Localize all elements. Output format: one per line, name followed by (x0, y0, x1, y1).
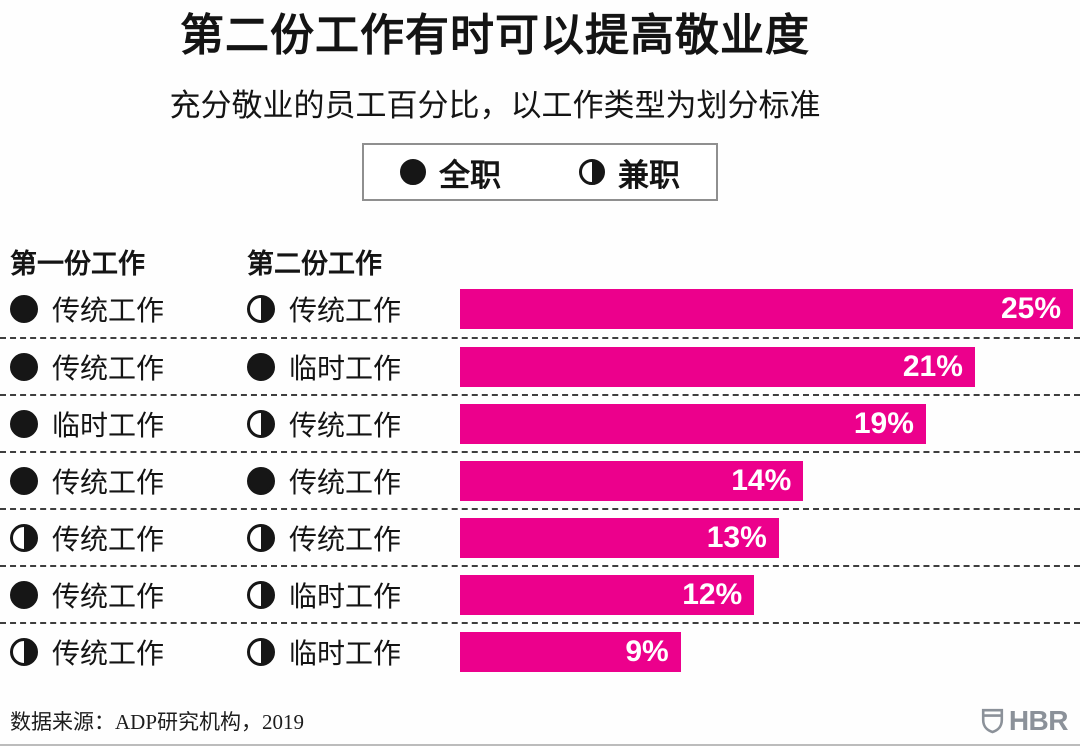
half-filled-circle-icon (247, 523, 275, 552)
bar-track: 14% (460, 460, 1073, 501)
filled-circle-icon (10, 580, 38, 609)
filled-circle-icon (10, 466, 38, 495)
second-job-cell: 传统工作 (247, 461, 452, 501)
second-job-label: 临时工作 (289, 581, 402, 613)
bar-track: 13% (460, 517, 1073, 558)
second-job-label: 传统工作 (289, 410, 402, 442)
first-job-label: 传统工作 (52, 581, 165, 613)
first-job-cell: 传统工作 (10, 289, 235, 329)
first-job-cell: 传统工作 (10, 518, 235, 558)
filled-circle-icon (247, 352, 275, 381)
first-job-label: 传统工作 (52, 638, 165, 670)
second-job-label: 传统工作 (289, 524, 402, 556)
first-job-cell: 传统工作 (10, 632, 235, 672)
second-job-cell: 传统工作 (247, 289, 452, 329)
bar-track: 19% (460, 403, 1073, 444)
half-filled-circle-icon (247, 637, 275, 666)
second-job-cell: 临时工作 (247, 632, 452, 672)
bar-value-label: 14% (731, 463, 792, 497)
engagement-bar: 14% (460, 460, 804, 501)
half-filled-circle-icon (247, 409, 275, 438)
table-row: 临时工作 传统工作 19% (0, 394, 1080, 451)
legend-label-full-time: 全职 (439, 157, 501, 193)
bar-value-label: 12% (682, 577, 743, 611)
column-header-second-job: 第二份工作 (247, 249, 382, 279)
second-job-cell: 传统工作 (247, 404, 452, 444)
bar-value-label: 21% (902, 349, 963, 383)
bar-track: 12% (460, 574, 1073, 615)
filled-circle-icon (10, 294, 38, 323)
half-filled-circle-icon (10, 523, 38, 552)
legend-item-part-time: 兼职 (579, 150, 680, 195)
hbr-shield-icon (981, 708, 1003, 734)
first-job-label: 传统工作 (52, 353, 165, 385)
half-filled-circle-icon (247, 294, 275, 323)
chart-title: 第二份工作有时可以提高敬业度 (180, 11, 810, 60)
half-filled-circle-icon (579, 159, 605, 185)
first-job-label: 传统工作 (52, 467, 165, 499)
bar-track: 25% (460, 288, 1073, 329)
bar-value-label: 19% (853, 406, 914, 440)
legend-label-part-time: 兼职 (618, 157, 680, 193)
engagement-bar: 21% (460, 346, 975, 387)
hbr-logo: HBR (981, 705, 1069, 737)
engagement-bar: 19% (460, 403, 926, 444)
second-job-label: 临时工作 (289, 353, 402, 385)
column-header-first-job: 第一份工作 (10, 249, 145, 279)
first-job-label: 传统工作 (52, 295, 165, 327)
hbr-logo-text: HBR (1008, 705, 1069, 736)
second-job-label: 临时工作 (289, 638, 402, 670)
data-source-note: 数据来源：ADP研究机构，2019 (10, 710, 305, 734)
table-row: 传统工作 传统工作 25% (0, 280, 1080, 337)
half-filled-circle-icon (247, 580, 275, 609)
first-job-cell: 传统工作 (10, 461, 235, 501)
bar-value-label: 25% (1000, 291, 1061, 325)
filled-circle-icon (400, 159, 426, 185)
engagement-bar: 25% (460, 288, 1073, 329)
bar-value-label: 9% (625, 634, 669, 668)
table-row: 传统工作 临时工作 12% (0, 565, 1080, 622)
chart-rows: 传统工作 传统工作 25% 传统工作 临时工作 21% 临时工作 (0, 280, 1080, 679)
filled-circle-icon (247, 466, 275, 495)
first-job-label: 传统工作 (52, 524, 165, 556)
table-row: 传统工作 临时工作 21% (0, 337, 1080, 394)
legend-item-full-time: 全职 (400, 150, 501, 195)
engagement-bar: 9% (460, 631, 681, 672)
bar-track: 21% (460, 346, 1073, 387)
bar-track: 9% (460, 631, 1073, 672)
first-job-cell: 传统工作 (10, 575, 235, 615)
table-row: 传统工作 临时工作 9% (0, 622, 1080, 679)
half-filled-circle-icon (10, 637, 38, 666)
filled-circle-icon (10, 409, 38, 438)
second-job-cell: 传统工作 (247, 518, 452, 558)
table-row: 传统工作 传统工作 14% (0, 451, 1080, 508)
first-job-cell: 临时工作 (10, 404, 235, 444)
first-job-cell: 传统工作 (10, 347, 235, 387)
engagement-bar: 13% (460, 517, 779, 558)
second-job-label: 传统工作 (289, 467, 402, 499)
legend: 全职 兼职 (362, 143, 718, 201)
engagement-bar: 12% (460, 574, 755, 615)
second-job-cell: 临时工作 (247, 575, 452, 615)
bar-value-label: 13% (706, 520, 767, 554)
first-job-label: 临时工作 (52, 410, 165, 442)
second-job-cell: 临时工作 (247, 347, 452, 387)
second-job-label: 传统工作 (289, 295, 402, 327)
chart-subtitle: 充分敬业的员工百分比，以工作类型为划分标准 (169, 88, 821, 123)
table-row: 传统工作 传统工作 13% (0, 508, 1080, 565)
filled-circle-icon (10, 352, 38, 381)
